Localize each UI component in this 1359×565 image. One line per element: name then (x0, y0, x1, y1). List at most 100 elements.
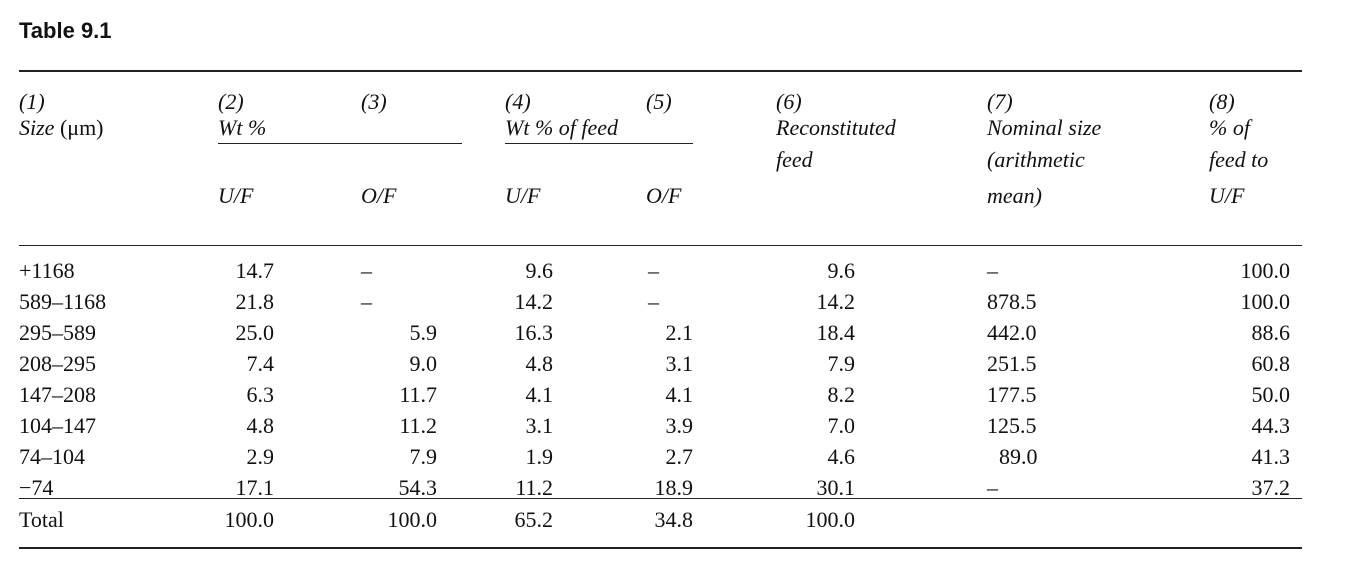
nominal-cell: 125.5 (987, 413, 1037, 438)
pct-cell: 41.3 (1251, 444, 1291, 469)
pct-cell: 100.0 (1240, 289, 1291, 314)
size-cell: +1168 (19, 258, 75, 283)
top-rule (19, 70, 1302, 72)
uf-cell: 7.4 (246, 351, 275, 376)
uf-cell: 25.0 (235, 320, 275, 345)
uf-feed-cell: 14.2 (514, 289, 554, 314)
of-feed-cell: 18.9 (654, 475, 694, 500)
uf-cell: 17.1 (235, 475, 275, 500)
feed-cell: 7.0 (827, 413, 856, 438)
uf-feed-cell: 4.1 (525, 382, 554, 407)
col6-line2: feed (776, 147, 813, 172)
uf-feed-cell: 1.9 (525, 444, 554, 469)
sub-of-3: O/F (361, 183, 397, 208)
col3-number: (3) (361, 89, 387, 114)
feed-cell: 9.6 (827, 258, 856, 283)
of-cell: 7.9 (409, 444, 438, 469)
size-cell: −74 (19, 475, 54, 500)
sub-of-5: O/F (646, 183, 682, 208)
col2-label: Wt % (218, 115, 267, 140)
col7-line2: (arithmetic (987, 147, 1085, 172)
col4-number: (4) (505, 89, 531, 114)
total-of-feed: 34.8 (654, 507, 694, 532)
nominal-cell: 177.5 (987, 382, 1037, 407)
col1-unit: (μm) (59, 115, 104, 140)
of-feed-cell: 2.7 (665, 444, 694, 469)
pct-cell: 88.6 (1251, 320, 1291, 345)
col7-line3: mean) (987, 183, 1042, 208)
nominal-cell: 251.5 (987, 351, 1037, 376)
totals-rule (19, 498, 1302, 499)
of-feed-cell: – (648, 289, 659, 314)
nominal-cell: 442.0 (987, 320, 1037, 345)
col1-header: Size (μm) (19, 115, 104, 141)
uf-feed-cell: 9.6 (525, 258, 554, 283)
total-uf-feed: 65.2 (514, 507, 554, 532)
of-cell: 11.7 (399, 382, 437, 407)
of-cell: – (361, 289, 372, 314)
uf-cell: 14.7 (235, 258, 275, 283)
col5-number: (5) (646, 89, 672, 114)
nominal-cell: – (987, 475, 998, 500)
uf-cell: 21.8 (235, 289, 275, 314)
col8-line1: % of (1209, 115, 1250, 140)
size-cell: 74–104 (19, 444, 85, 469)
uf-cell: 4.8 (246, 413, 275, 438)
col7-line1: Nominal size (987, 115, 1102, 140)
total-uf: 100.0 (224, 507, 275, 532)
feed-cell: 30.1 (816, 475, 856, 500)
col1-label: Size (19, 115, 55, 140)
col6-number: (6) (776, 89, 802, 114)
uf-cell: 2.9 (246, 444, 275, 469)
pct-cell: 37.2 (1251, 475, 1291, 500)
uf-feed-cell: 11.2 (515, 475, 553, 500)
uf-feed-cell: 4.8 (525, 351, 554, 376)
pct-cell: 60.8 (1251, 351, 1291, 376)
size-cell: 104–147 (19, 413, 96, 438)
feed-cell: 7.9 (827, 351, 856, 376)
of-feed-cell: 3.1 (665, 351, 694, 376)
total-of: 100.0 (387, 507, 438, 532)
of-cell: 5.9 (409, 320, 438, 345)
total-label: Total (19, 507, 64, 532)
uf-feed-cell: 16.3 (514, 320, 554, 345)
col2-number: (2) (218, 89, 244, 114)
col6-line1: Reconstituted (776, 115, 896, 140)
col8-number: (8) (1209, 89, 1235, 114)
wt-feed-label: Wt % of feed (505, 115, 619, 140)
wt-rule (218, 143, 462, 144)
table-caption: Table 9.1 (19, 18, 112, 43)
feed-cell: 4.6 (827, 444, 856, 469)
nominal-cell: 89.0 (999, 444, 1038, 469)
size-cell: 208–295 (19, 351, 96, 376)
of-feed-cell: 3.9 (665, 413, 694, 438)
col1-number: (1) (19, 89, 45, 114)
of-feed-cell: 4.1 (665, 382, 694, 407)
sub-uf-4: U/F (505, 183, 541, 208)
nominal-cell: 878.5 (987, 289, 1037, 314)
bottom-rule (19, 547, 1302, 549)
size-cell: 589–1168 (19, 289, 107, 314)
sub-uf-2: U/F (218, 183, 254, 208)
pct-cell: 100.0 (1240, 258, 1291, 283)
wt-feed-rule (505, 143, 693, 144)
size-cell: 295–589 (19, 320, 96, 345)
header-rule (19, 245, 1302, 246)
uf-feed-cell: 3.1 (525, 413, 554, 438)
total-feed: 100.0 (805, 507, 856, 532)
of-cell: 9.0 (409, 351, 438, 376)
col8-line3: U/F (1209, 183, 1245, 208)
feed-cell: 14.2 (816, 289, 856, 314)
nominal-cell: – (987, 258, 998, 283)
feed-cell: 8.2 (827, 382, 856, 407)
pct-cell: 50.0 (1251, 382, 1291, 407)
size-cell: 147–208 (19, 382, 96, 407)
of-cell: 11.2 (399, 413, 437, 438)
col8-line2: feed to (1209, 147, 1269, 172)
feed-cell: 18.4 (816, 320, 856, 345)
of-feed-cell: – (648, 258, 659, 283)
of-cell: 54.3 (398, 475, 438, 500)
col7-number: (7) (987, 89, 1013, 114)
of-cell: – (361, 258, 372, 283)
pct-cell: 44.3 (1251, 413, 1291, 438)
